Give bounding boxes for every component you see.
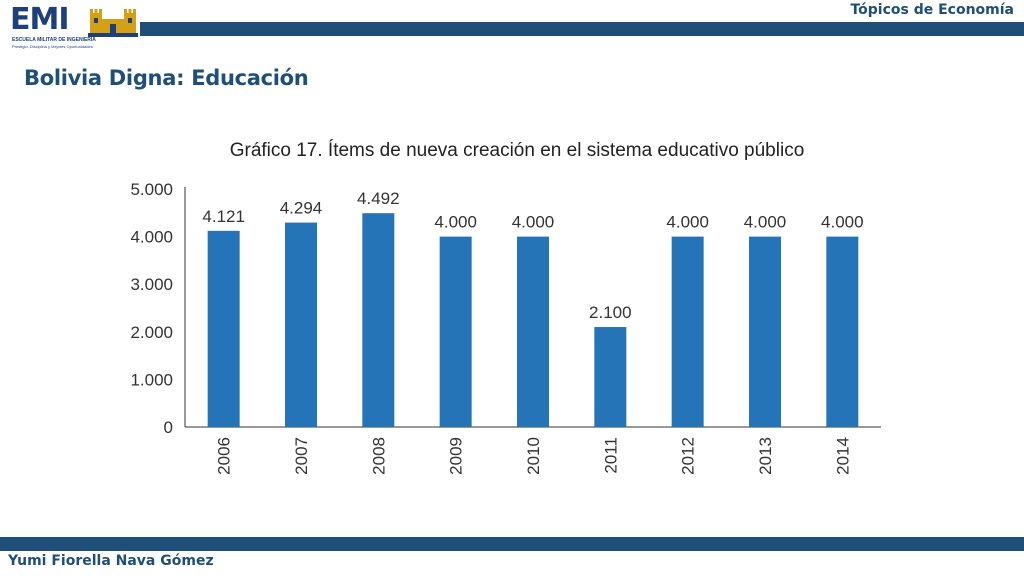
bar bbox=[285, 222, 317, 427]
y-tick-label: 2.000 bbox=[130, 323, 173, 342]
castle-icon bbox=[88, 9, 138, 37]
data-label: 4.294 bbox=[280, 199, 323, 218]
data-label: 4.000 bbox=[434, 213, 477, 232]
footer-band bbox=[0, 537, 1024, 551]
x-tick-label: 2014 bbox=[833, 437, 852, 475]
data-label: 4.000 bbox=[821, 213, 864, 232]
bar bbox=[362, 213, 395, 427]
y-tick-label: 0 bbox=[164, 418, 173, 437]
y-tick-label: 3.000 bbox=[130, 275, 173, 294]
data-label: 4.492 bbox=[357, 189, 400, 208]
bar bbox=[671, 236, 704, 427]
logo-motto: Prestigio, Disciplina y Mejores Oportuni… bbox=[12, 44, 93, 49]
bar bbox=[207, 230, 240, 427]
x-tick-label: 2011 bbox=[601, 437, 620, 474]
bar bbox=[826, 236, 859, 427]
chart-title: Gráfico 17. Ítems de nueva creación en e… bbox=[229, 140, 805, 161]
bar bbox=[517, 236, 549, 427]
bar bbox=[749, 236, 781, 427]
x-tick-label: 2012 bbox=[679, 437, 698, 475]
x-tick-label: 2008 bbox=[369, 437, 388, 475]
data-label: 4.121 bbox=[202, 207, 245, 226]
data-label: 4.000 bbox=[666, 213, 709, 232]
data-label: 4.000 bbox=[512, 213, 555, 232]
bar bbox=[594, 327, 627, 427]
y-tick-label: 1.000 bbox=[130, 370, 173, 389]
x-tick-label: 2013 bbox=[756, 437, 775, 475]
y-tick-label: 4.000 bbox=[130, 228, 173, 247]
x-tick-label: 2010 bbox=[524, 437, 543, 475]
data-label: 4.000 bbox=[744, 213, 787, 232]
x-tick-label: 2007 bbox=[292, 437, 311, 475]
x-tick-label: 2006 bbox=[215, 437, 234, 475]
page-title: Bolivia Digna: Educación bbox=[24, 66, 309, 90]
header-topic: Tópicos de Economía bbox=[850, 2, 1014, 18]
y-tick-label: 5.000 bbox=[130, 180, 173, 199]
x-tick-label: 2009 bbox=[447, 437, 466, 475]
header-band bbox=[140, 22, 1024, 36]
bar bbox=[439, 236, 472, 427]
emi-logo: EMI ESCUELA MILITAR DE INGENIERIA Presti… bbox=[8, 2, 138, 50]
logo-subtitle: ESCUELA MILITAR DE INGENIERIA bbox=[12, 37, 96, 43]
data-label: 2.100 bbox=[589, 303, 632, 322]
logo-text: EMI bbox=[10, 2, 70, 37]
footer-author: Yumi Fiorella Nava Gómez bbox=[8, 553, 214, 569]
